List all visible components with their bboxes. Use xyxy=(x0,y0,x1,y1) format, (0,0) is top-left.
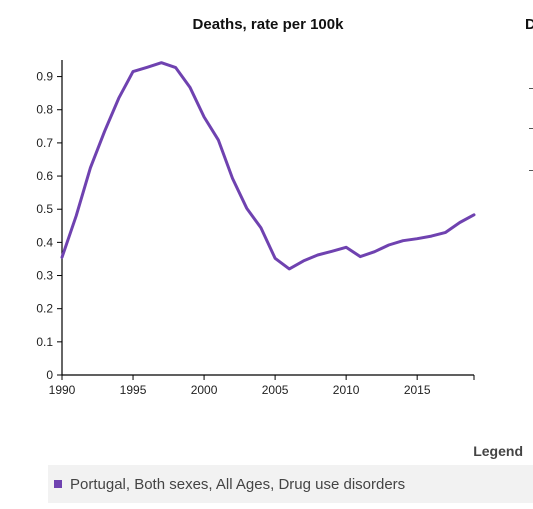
second-chart-title-fragment: D xyxy=(525,16,533,33)
y-tick-label: 0.3 xyxy=(36,269,53,283)
x-tick-label: 2000 xyxy=(191,383,218,397)
axes xyxy=(61,60,475,380)
y-tick-label: 0.7 xyxy=(36,136,53,150)
y-tick-label: 0.5 xyxy=(36,202,53,216)
x-tick-label: 2015 xyxy=(404,383,431,397)
y-tick-label: 0.1 xyxy=(36,335,53,349)
series-layer xyxy=(60,61,476,271)
series-line xyxy=(60,61,476,271)
y-tick-label: 0.6 xyxy=(36,169,53,183)
legend-item-label[interactable]: Portugal, Both sexes, All Ages, Drug use… xyxy=(70,475,406,493)
y-tick-label: 0.8 xyxy=(36,103,53,117)
legend: Portugal, Both sexes, All Ages, Drug use… xyxy=(48,465,533,503)
line-chart: 0 0.1 0.2 0.3 0.4 0.5 0.6 0.7 0.8 0.9 1990 1995 2000… xyxy=(36,60,476,397)
y-tick-label: 0 xyxy=(46,368,53,382)
axis-ticks: 0 0.1 0.2 0.3 0.4 0.5 0.6 0.7 0.8 0.9 1990 1995 2000… xyxy=(36,70,431,397)
y-tick-label: 0.2 xyxy=(36,302,53,316)
x-tick-label: 2010 xyxy=(333,383,360,397)
x-tick-label: 1990 xyxy=(49,383,76,397)
y-tick-label: 0.4 xyxy=(36,235,53,249)
second-chart-tick-mark xyxy=(529,88,533,89)
x-tick-label: 2005 xyxy=(262,383,289,397)
chart-title: Deaths, rate per 100k xyxy=(192,16,344,33)
legend-swatch xyxy=(54,480,62,488)
x-tick-label: 1995 xyxy=(120,383,147,397)
y-tick-label: 0.9 xyxy=(36,70,53,84)
second-chart-tick-mark xyxy=(529,170,533,171)
legend-title: Legend xyxy=(473,443,523,459)
second-chart-tick-mark xyxy=(529,128,533,129)
